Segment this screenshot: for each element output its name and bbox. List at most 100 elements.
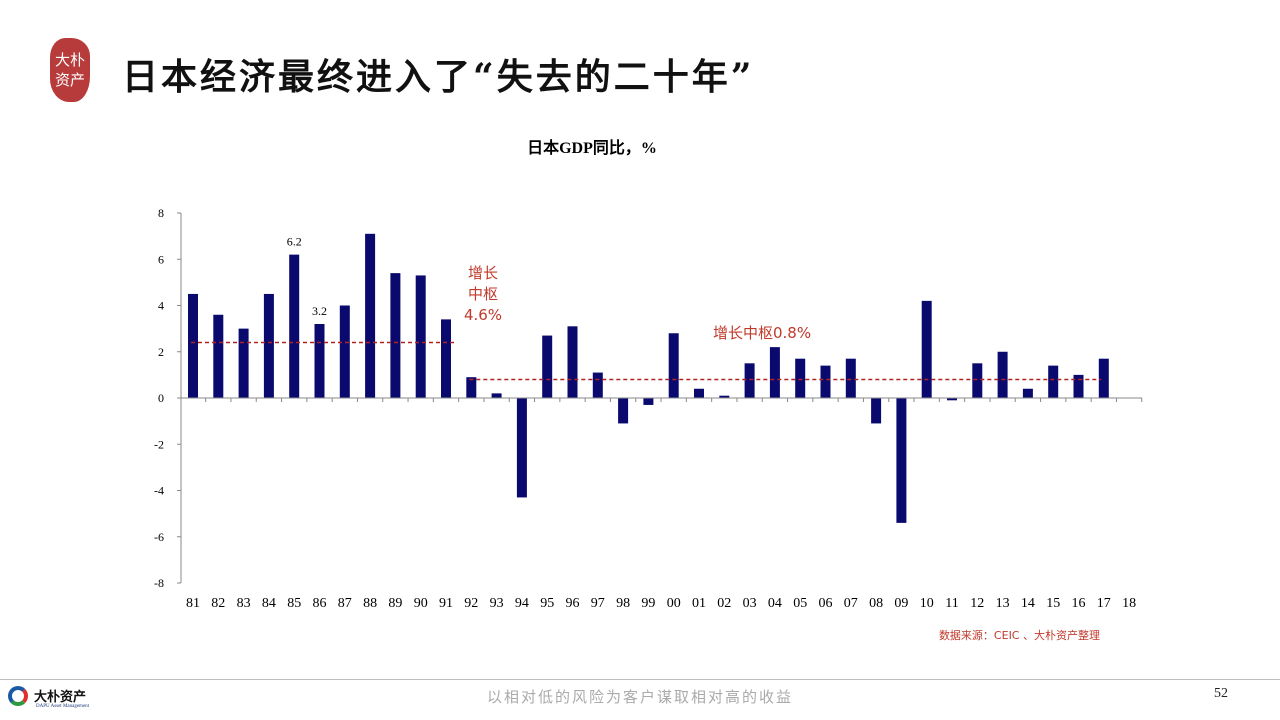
bar [845,358,856,398]
seal-text-line-2: 资产 [54,71,85,89]
x-tick-label: 90 [414,596,428,611]
bar [339,305,350,398]
x-tick-label: 18 [1122,596,1136,611]
annotation-line: 增长 [468,264,498,282]
x-tick-label: 92 [464,596,478,611]
x-axis: 81 82 83 84 85 86 87 88 89 90 91 92 93 94 95 96 97 98 99 00… [181,397,1143,611]
bar [769,347,780,398]
x-tick-label: 91 [439,596,453,611]
bar [1022,388,1033,398]
y-tick-label: 2 [158,345,164,359]
x-tick-label: 13 [996,596,1010,611]
footer-logo: 大朴资产 DAPU Asset Management [8,684,138,716]
bar [314,324,325,398]
x-tick-label: 01 [692,596,706,611]
bar [289,254,300,398]
y-tick-label: 8 [158,206,164,220]
y-tick-label: 6 [158,252,164,266]
x-tick-label: 81 [186,596,200,611]
bar [1098,358,1109,398]
annotations: 增长中枢 4.6% 增长中枢0.8% [464,264,811,342]
footer-brand-en: DAPU Asset Management [36,704,90,709]
x-tick-label: 15 [1046,596,1060,611]
x-tick-label: 99 [641,596,655,611]
y-tick-label: 4 [158,299,164,313]
bar [921,300,932,398]
x-tick-label: 88 [363,596,377,611]
x-tick-label: 08 [869,596,883,611]
x-tick-label: 96 [566,596,580,611]
annotation-line: 中枢 [468,285,498,303]
chart-title: 日本GDP同比，% [527,138,657,157]
bar [643,398,654,405]
x-tick-label: 06 [819,596,833,611]
x-tick-label: 94 [515,596,529,611]
x-tick-label: 05 [793,596,807,611]
logo-ring-icon [8,686,28,706]
y-tick-label: -4 [154,484,164,498]
x-tick-label: 00 [667,596,681,611]
x-tick-label: 12 [970,596,984,611]
bar [1073,374,1084,398]
x-tick-label: 83 [237,596,251,611]
bar [1048,365,1059,398]
annotation-text: 增长中枢0.8% [713,324,811,342]
seal-text-line-1: 大朴 [54,51,85,69]
bar [188,293,198,398]
y-tick-label: -6 [154,530,164,544]
data-label: 3.2 [312,304,327,318]
bar [491,393,502,398]
x-tick-label: 84 [262,596,276,611]
x-tick-label: 17 [1097,596,1111,611]
bar [618,398,629,424]
footer-brand: 大朴资产 [34,690,87,705]
x-tick-label: 07 [844,596,858,611]
footer-slogan: 以相对低的风险为客户谋取相对高的收益 [486,688,793,706]
bar [744,363,755,398]
bar [668,333,679,398]
bar [390,273,401,398]
x-tick-label: 85 [287,596,301,611]
x-tick-label: 10 [920,596,934,611]
bar [947,398,957,401]
x-tick-label: 93 [490,596,504,611]
x-tick-label: 16 [1072,596,1086,611]
annotation-text: 增长中枢 4.6% [464,264,502,324]
bar [592,372,603,398]
bar [871,398,882,424]
bar [820,365,831,398]
bar [466,377,477,398]
x-tick-label: 14 [1021,596,1035,611]
footer-divider [0,679,1280,680]
bar [238,328,249,398]
bar [213,314,224,398]
y-tick-label: -2 [154,437,164,451]
bar [415,275,426,398]
bar [516,398,527,498]
x-tick-label: 11 [945,596,958,611]
bar [542,335,553,398]
x-tick-label: 86 [313,596,327,611]
x-tick-label: 89 [388,596,402,611]
x-tick-label: 04 [768,596,782,611]
x-tick-label: 02 [717,596,731,611]
page-title: 日本经济最终进入了“失去的二十年” [122,56,755,98]
source-note: 数据来源：CEIC 、大朴资产整理 [939,628,1100,642]
bar [896,398,907,523]
bar [997,351,1008,398]
x-tick-label: 97 [591,596,605,611]
x-tick-label: 03 [743,596,757,611]
data-label: 6.2 [287,235,302,249]
brand-seal-logo: 大朴 资产 [50,38,90,102]
reference-lines [191,341,1102,381]
bar [441,319,451,398]
page-number: 52 [1214,686,1228,701]
bar-series [188,233,1109,523]
x-tick-label: 82 [211,596,225,611]
bar [972,363,983,398]
x-tick-label: 87 [338,596,352,611]
bar [795,358,806,398]
data-labels: 6.2 3.2 [287,235,327,318]
bar [365,233,376,398]
bar [567,326,578,398]
